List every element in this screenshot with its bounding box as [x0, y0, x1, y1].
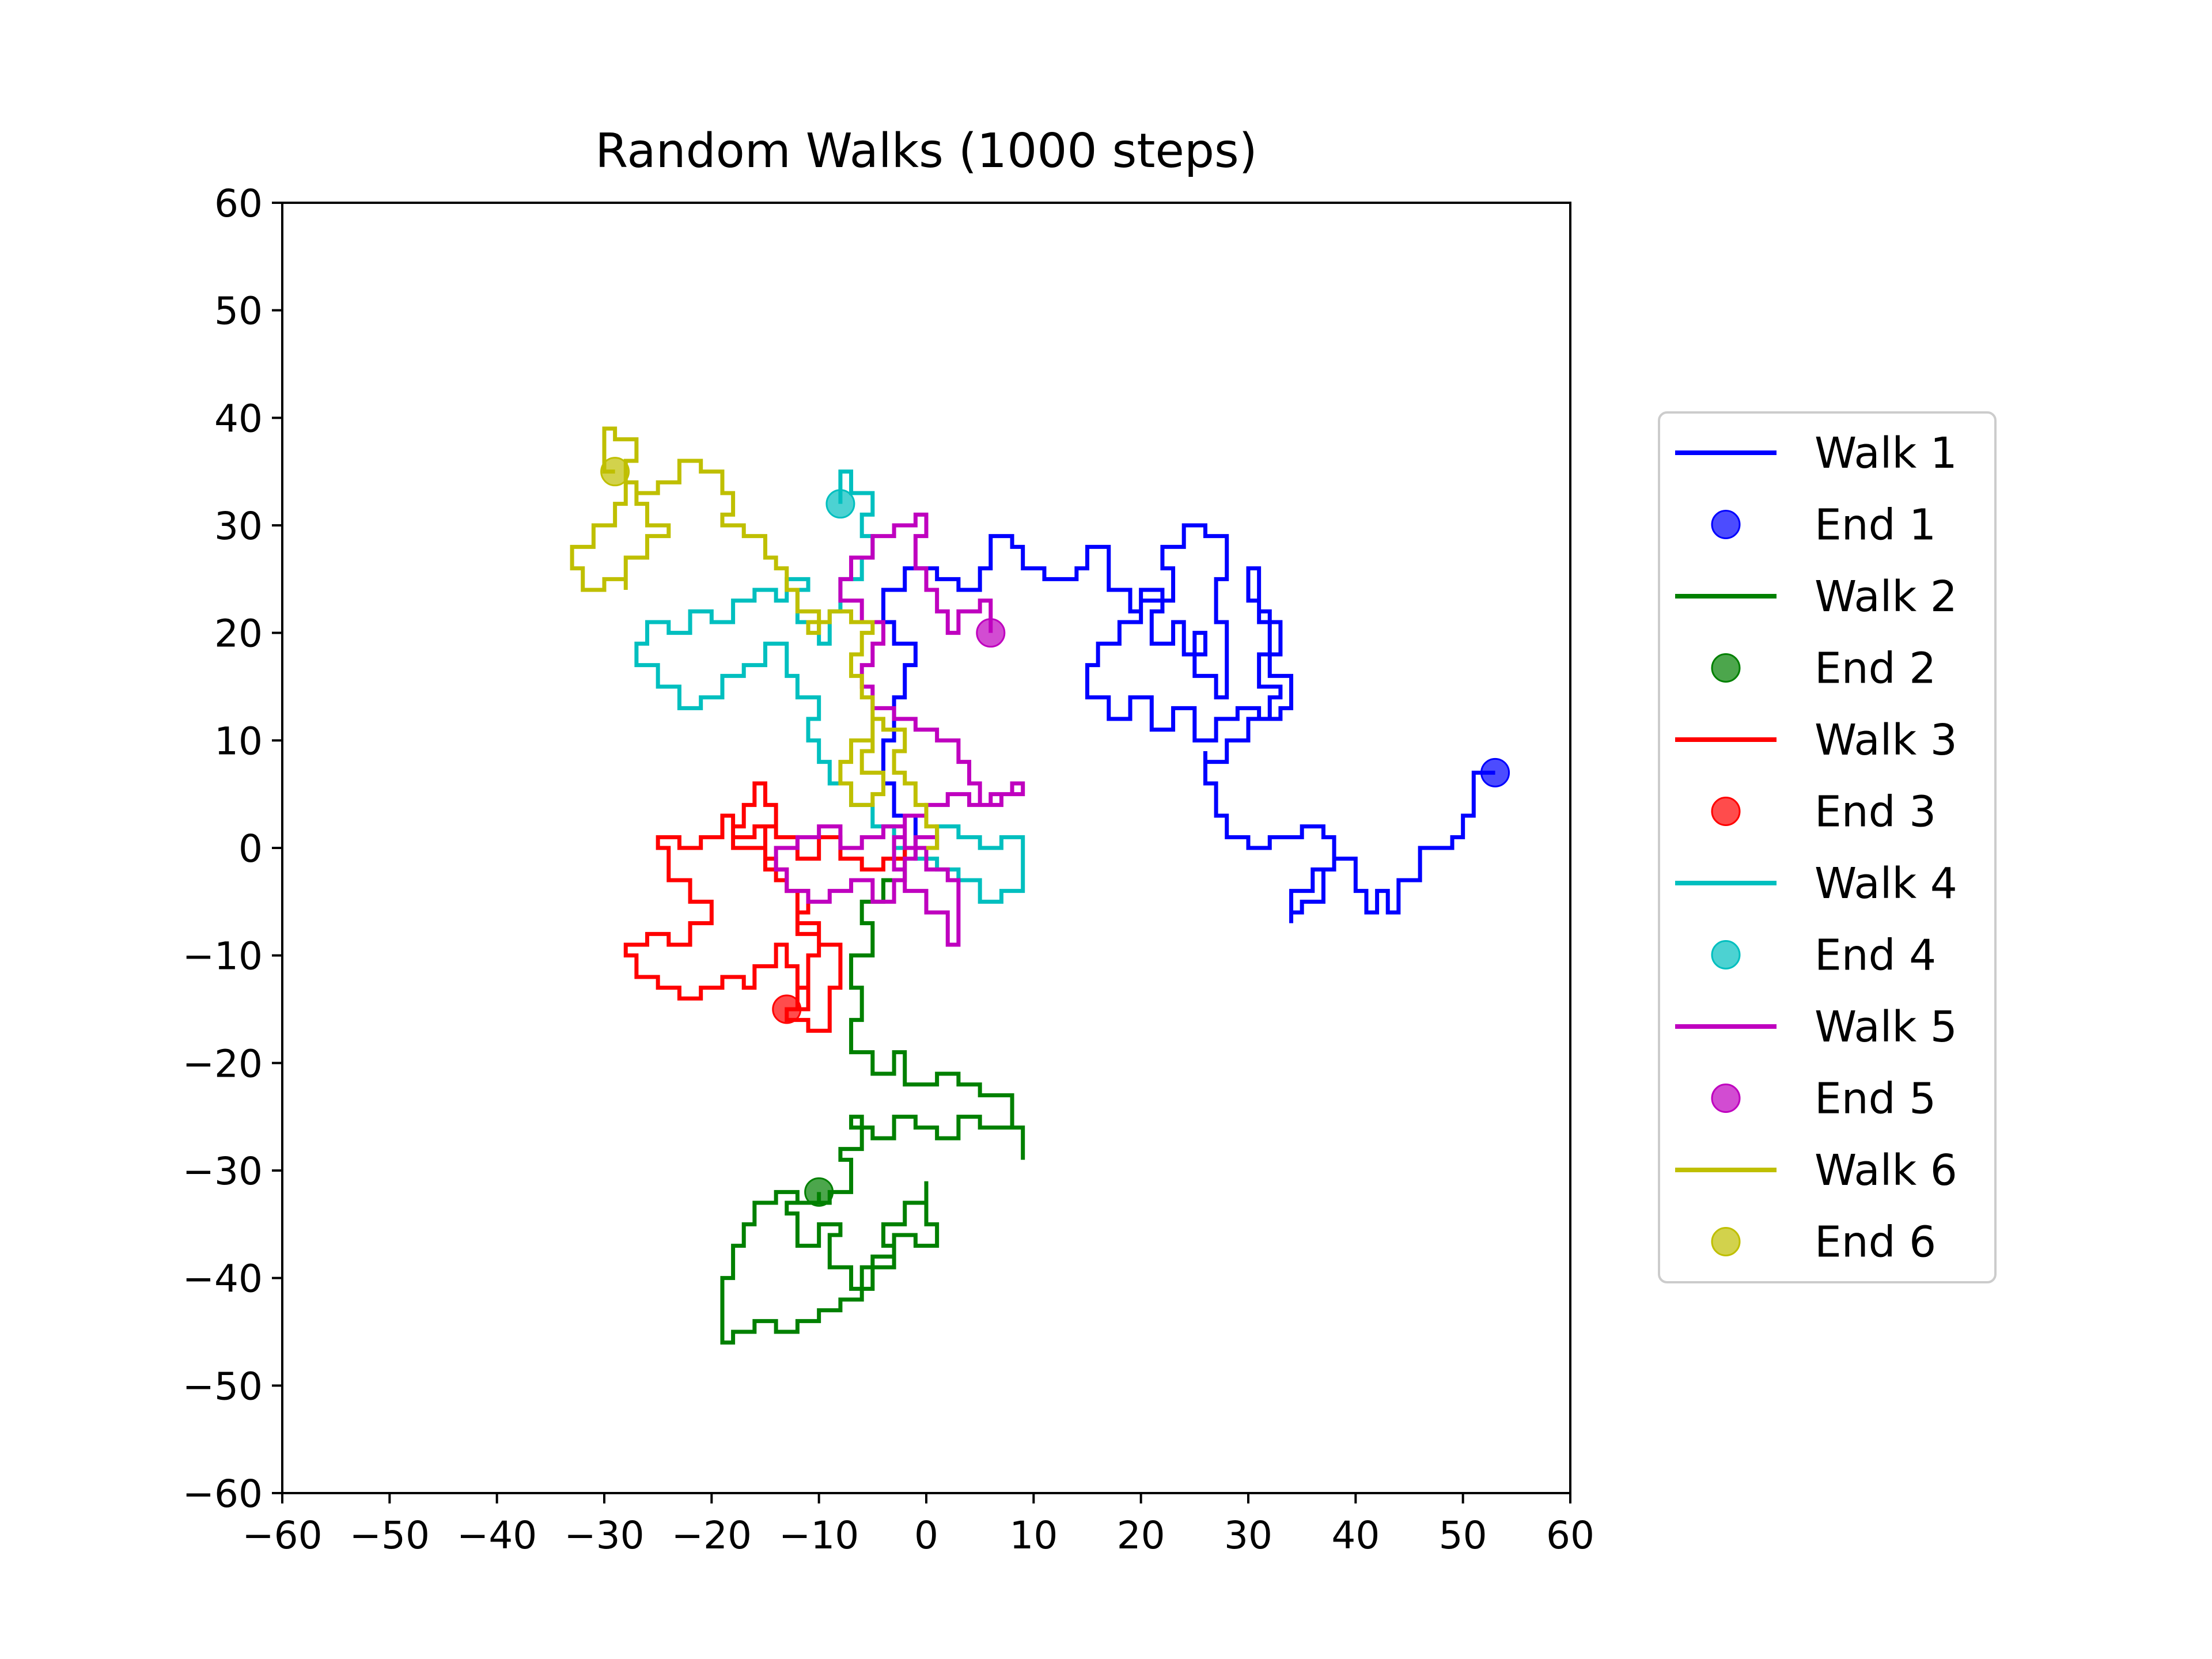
legend-walk-6-label: Walk 6 — [1815, 1146, 1957, 1195]
end-4-marker — [825, 489, 855, 519]
legend-end-1-swatch — [1711, 510, 1741, 539]
legend-end-5-swatch — [1711, 1084, 1741, 1113]
y-tick-label: −20 — [183, 1041, 263, 1086]
legend-end-4-label: End 4 — [1815, 931, 1936, 980]
legend-frame — [1658, 411, 1997, 1283]
legend-end-5-label: End 5 — [1815, 1074, 1936, 1124]
y-tick-label: 20 — [214, 612, 263, 656]
walk-4-line — [634, 469, 1025, 904]
x-tick-label: 10 — [1009, 1513, 1058, 1558]
legend-end-3-label: End 3 — [1815, 787, 1936, 837]
end-5-marker — [976, 618, 1006, 648]
walk-series-group — [570, 426, 1510, 1345]
x-tick-label: −20 — [672, 1513, 752, 1558]
legend: Walk 1 End 1 Walk 2 End 2 Walk 3 End 3 Walk 4 E… — [1658, 411, 1997, 1283]
x-tick-label: −40 — [457, 1513, 537, 1558]
end-3-marker — [772, 994, 802, 1024]
walk-6-line — [570, 426, 940, 850]
walk-2-line — [720, 846, 1025, 1345]
legend-end-6-swatch — [1711, 1227, 1741, 1256]
chart-title: Random Walks (1000 steps) — [595, 124, 1257, 179]
y-tick-label: 30 — [214, 504, 263, 548]
x-tick-label: 40 — [1331, 1513, 1380, 1558]
y-tick-label: 60 — [214, 181, 263, 226]
y-axis: −60 −50 −40 −30 −20 −10 0 10 20 30 40 50 60 — [183, 181, 282, 1516]
y-tick-label: −10 — [183, 934, 263, 979]
y-tick-label: 0 — [238, 827, 263, 871]
y-tick-label: −60 — [183, 1472, 263, 1516]
legend-end-6-label: End 6 — [1815, 1218, 1936, 1267]
walk-5-line — [774, 512, 1025, 947]
y-tick-label: 10 — [214, 719, 263, 763]
x-tick-label: −60 — [242, 1513, 322, 1558]
legend-walk-5-label: Walk 5 — [1815, 1002, 1957, 1052]
legend-walk-3-label: Walk 3 — [1815, 715, 1957, 765]
legend-end-4-swatch — [1711, 940, 1741, 969]
legend-walk-1-label: Walk 1 — [1815, 429, 1957, 478]
y-tick-label: 40 — [214, 396, 263, 441]
legend-end-1-label: End 1 — [1815, 501, 1936, 550]
end-2-marker — [804, 1177, 834, 1207]
y-tick-label: −50 — [183, 1364, 263, 1408]
end-1-marker — [1480, 757, 1510, 787]
x-tick-label: 60 — [1546, 1513, 1594, 1558]
legend-walk-2-label: Walk 2 — [1815, 572, 1957, 622]
legend-walk-4-label: Walk 4 — [1815, 859, 1957, 908]
x-tick-label: −50 — [350, 1513, 430, 1558]
x-tick-label: 20 — [1117, 1513, 1165, 1558]
x-tick-label: 30 — [1224, 1513, 1272, 1558]
y-tick-label: −30 — [183, 1149, 263, 1194]
legend-end-2-label: End 2 — [1815, 644, 1936, 694]
x-axis: −60 −50 −40 −30 −20 −10 0 10 20 30 40 50 60 — [242, 1493, 1594, 1558]
end-6-marker — [600, 457, 630, 487]
x-tick-label: −30 — [564, 1513, 644, 1558]
walk-1-line — [881, 523, 1495, 923]
x-tick-label: −10 — [779, 1513, 859, 1558]
y-tick-label: 50 — [214, 289, 263, 334]
legend-end-2-swatch — [1711, 653, 1741, 683]
x-tick-label: 50 — [1439, 1513, 1487, 1558]
legend-end-3-swatch — [1711, 797, 1741, 826]
x-tick-label: 0 — [914, 1513, 938, 1558]
y-tick-label: −40 — [183, 1257, 263, 1301]
walk-3-line — [623, 781, 926, 1033]
